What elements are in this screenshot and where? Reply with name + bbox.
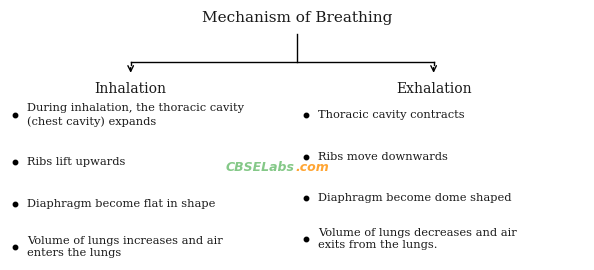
Text: Ribs lift upwards: Ribs lift upwards bbox=[27, 157, 125, 167]
Text: Diaphragm become flat in shape: Diaphragm become flat in shape bbox=[27, 199, 215, 209]
Text: Exhalation: Exhalation bbox=[396, 82, 472, 96]
Text: During inhalation, the thoracic cavity
(chest cavity) expands: During inhalation, the thoracic cavity (… bbox=[27, 103, 244, 127]
Text: Thoracic cavity contracts: Thoracic cavity contracts bbox=[318, 110, 465, 120]
Text: Mechanism of Breathing: Mechanism of Breathing bbox=[202, 11, 392, 25]
Text: Ribs move downwards: Ribs move downwards bbox=[318, 151, 448, 162]
Text: Inhalation: Inhalation bbox=[94, 82, 167, 96]
Text: Volume of lungs increases and air
enters the lungs: Volume of lungs increases and air enters… bbox=[27, 236, 223, 258]
Text: Diaphragm become dome shaped: Diaphragm become dome shaped bbox=[318, 193, 511, 204]
Text: .com: .com bbox=[296, 161, 330, 174]
Text: CBSELabs: CBSELabs bbox=[226, 161, 295, 174]
Text: Volume of lungs decreases and air
exits from the lungs.: Volume of lungs decreases and air exits … bbox=[318, 228, 517, 250]
